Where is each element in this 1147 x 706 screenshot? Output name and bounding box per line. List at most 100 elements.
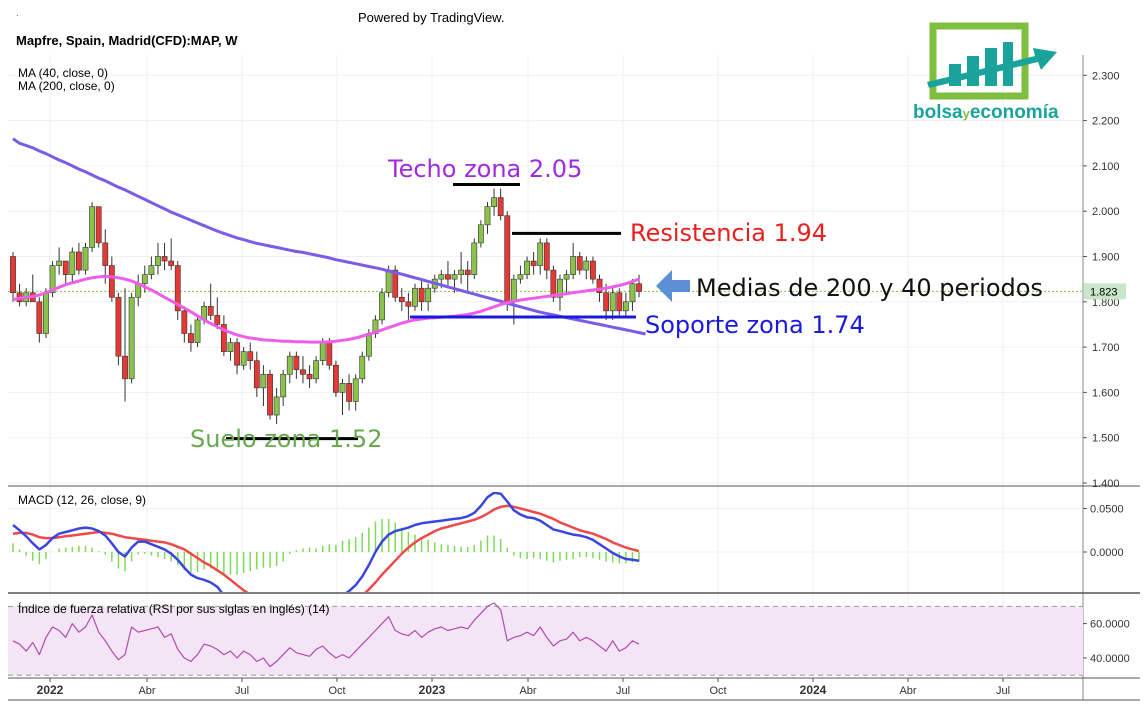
candle-up bbox=[194, 319, 201, 343]
candle-up bbox=[280, 373, 287, 398]
candle-up bbox=[128, 296, 135, 380]
price-tick-label: 1.700 bbox=[1092, 342, 1120, 354]
candle-down bbox=[115, 296, 122, 357]
candle bbox=[36, 297, 43, 343]
last-price-label: 1.823 bbox=[1090, 286, 1118, 298]
candle-up bbox=[240, 351, 247, 366]
candle bbox=[484, 202, 491, 234]
resistance-label: Resistencia 1.94 bbox=[630, 219, 827, 247]
candle-up bbox=[286, 355, 293, 375]
candle bbox=[95, 206, 102, 248]
candle-down bbox=[530, 260, 537, 266]
candle-down bbox=[161, 256, 168, 262]
candle bbox=[636, 274, 642, 298]
candle-up bbox=[352, 378, 359, 402]
candle bbox=[352, 374, 359, 411]
candle-up bbox=[89, 206, 95, 248]
ma40-line bbox=[12, 274, 640, 344]
candle bbox=[379, 288, 385, 325]
candle bbox=[563, 270, 570, 293]
candle-down bbox=[234, 342, 240, 366]
candle bbox=[128, 292, 135, 384]
candle bbox=[89, 202, 95, 252]
candle bbox=[280, 369, 287, 406]
candle bbox=[214, 297, 221, 329]
candle-down bbox=[504, 215, 511, 303]
candle-up bbox=[313, 360, 320, 380]
candle bbox=[62, 260, 69, 284]
time-tick-label: Abr bbox=[138, 685, 155, 697]
time-tick-label: Abr bbox=[519, 685, 536, 697]
logo-text-bolsa: bolsa bbox=[913, 102, 963, 122]
time-tick-label: 2024 bbox=[800, 683, 827, 697]
candle-up bbox=[365, 333, 372, 357]
candle-down bbox=[550, 269, 557, 298]
time-tick-label: Jul bbox=[996, 685, 1010, 697]
time-tick-label: Abr bbox=[899, 685, 916, 697]
candle bbox=[168, 238, 175, 271]
price-tick-label: 1.500 bbox=[1092, 433, 1120, 445]
candle-up bbox=[471, 242, 478, 275]
candle bbox=[253, 351, 260, 397]
logo-text-economia: economía bbox=[970, 102, 1059, 122]
price-tick-label: 1.400 bbox=[1092, 478, 1120, 490]
candle-up bbox=[379, 292, 385, 321]
candle bbox=[504, 211, 511, 311]
candle-up bbox=[510, 278, 517, 303]
candle bbox=[405, 292, 412, 320]
candle bbox=[194, 315, 201, 348]
candle-up bbox=[141, 274, 148, 284]
left-arrow-icon bbox=[656, 270, 690, 302]
candle bbox=[425, 283, 432, 311]
candle bbox=[82, 242, 89, 275]
candle bbox=[603, 283, 609, 320]
candle-down bbox=[543, 242, 550, 271]
candle bbox=[339, 378, 346, 416]
candle bbox=[247, 342, 254, 370]
candle bbox=[227, 338, 234, 361]
candle-down bbox=[464, 269, 471, 275]
candle bbox=[524, 256, 530, 280]
candle-down bbox=[247, 351, 254, 361]
candle-down bbox=[174, 265, 181, 312]
candle bbox=[293, 351, 300, 379]
candle-up bbox=[583, 260, 590, 271]
candle bbox=[102, 229, 109, 284]
candle bbox=[622, 292, 629, 316]
candle bbox=[16, 283, 23, 307]
candle bbox=[306, 365, 313, 388]
candle-up bbox=[458, 269, 465, 275]
header-dot: . bbox=[16, 8, 19, 19]
candle-down bbox=[168, 260, 175, 266]
candle-up bbox=[43, 292, 49, 334]
candle-down bbox=[181, 310, 188, 334]
candle bbox=[346, 374, 352, 411]
candle bbox=[174, 261, 181, 320]
candle-up bbox=[537, 242, 544, 266]
candle-up bbox=[609, 292, 616, 312]
symbol-title: Mapfre, Spain, Madrid(CFD):MAP, W bbox=[16, 33, 238, 48]
candle-up bbox=[629, 283, 636, 303]
candle-up bbox=[319, 342, 326, 361]
candle-up bbox=[155, 256, 161, 266]
candle bbox=[359, 351, 366, 384]
candle bbox=[273, 387, 280, 425]
candle bbox=[161, 242, 168, 271]
candle bbox=[398, 288, 405, 311]
candle-up bbox=[49, 265, 56, 294]
candle-down bbox=[220, 324, 227, 352]
candle-down bbox=[122, 355, 128, 380]
candle-up bbox=[563, 274, 570, 280]
candle-up bbox=[477, 224, 484, 244]
candle bbox=[234, 338, 240, 375]
logo-text: bolsayeconomía bbox=[913, 102, 1059, 122]
candle-down bbox=[405, 301, 412, 307]
candle-down bbox=[306, 373, 313, 380]
time-tick-label: 2023 bbox=[419, 683, 446, 697]
time-tick-label: Jul bbox=[235, 685, 249, 697]
candle bbox=[56, 247, 63, 275]
candle bbox=[260, 365, 267, 406]
price-tick-label: 1.600 bbox=[1092, 387, 1120, 399]
last-price-tag bbox=[1084, 283, 1126, 300]
ma200-legend: MA (200, close, 0) bbox=[18, 79, 115, 93]
